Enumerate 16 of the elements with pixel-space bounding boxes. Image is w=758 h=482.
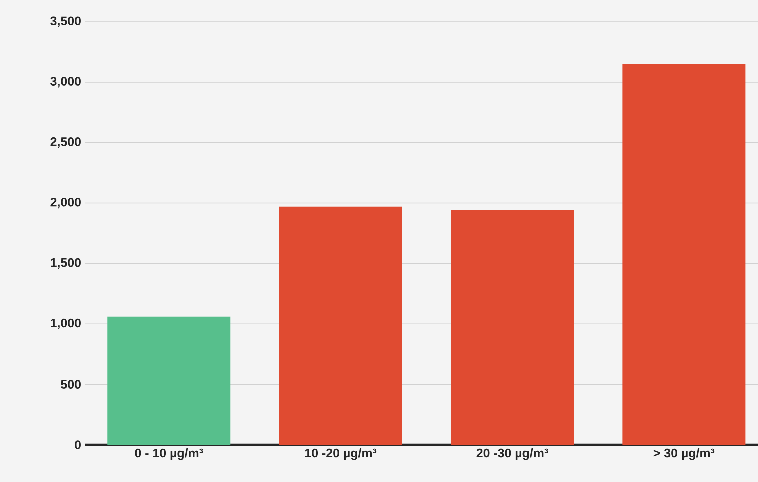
bar <box>450 210 574 445</box>
y-tick-label: 3,500 <box>50 16 81 28</box>
y-tick-label: 1,500 <box>51 258 81 270</box>
x-tick-label: 10 -20 µg/m³ <box>305 448 377 460</box>
x-tick-label: > 30 µg/m³ <box>654 448 715 460</box>
bar <box>108 316 231 445</box>
bar <box>279 206 402 445</box>
y-tick-label: 2,500 <box>50 138 81 148</box>
y-tick-label: 3,000 <box>50 77 81 88</box>
y-tick-label: 1,000 <box>51 318 81 330</box>
y-tick-label: 500 <box>61 380 81 389</box>
y-tick-label: 0 <box>75 440 81 450</box>
x-tick-label: 20 -30 µg/m³ <box>476 448 548 460</box>
bar <box>622 64 746 445</box>
y-tick-label: 2,000 <box>50 198 81 209</box>
x-tick-label: 0 - 10 µg/m³ <box>135 448 204 460</box>
